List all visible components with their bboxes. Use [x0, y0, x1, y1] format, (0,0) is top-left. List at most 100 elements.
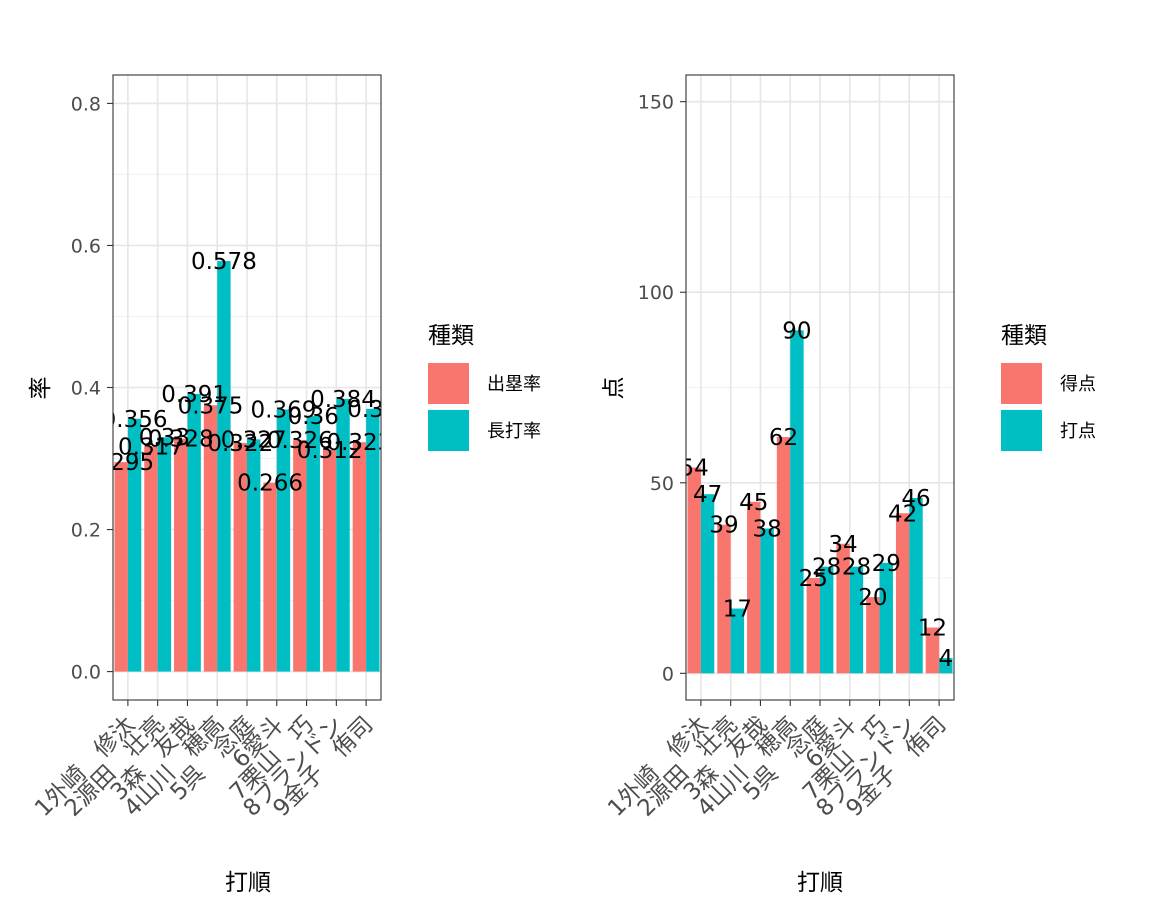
legend-label-打点: 打点	[1060, 421, 1096, 442]
y-tick-label: 0.8	[71, 93, 101, 115]
bar-打点-4	[790, 330, 804, 674]
y-tick-label: 100	[638, 282, 674, 304]
data-label-出塁率-5: 0.322	[207, 431, 273, 457]
bar-長打率-7	[306, 415, 320, 672]
bar-得点-3	[747, 501, 761, 674]
bar-出塁率-3	[174, 438, 188, 672]
legend-label-得点: 得点	[1060, 374, 1096, 395]
y-tick-label: 0.4	[71, 378, 101, 400]
bar-得点-9	[925, 627, 940, 674]
bar-得点-4	[776, 437, 791, 674]
bar-打点-7	[879, 562, 893, 674]
data-label-打点-3: 38	[753, 517, 782, 543]
legend-label-長打率: 長打率	[487, 421, 541, 442]
y-tick-label: 150	[638, 92, 674, 114]
bar-出塁率-9	[352, 442, 367, 672]
y-axis-title: 率	[28, 377, 54, 400]
bar-長打率-8	[336, 398, 350, 672]
data-label-得点-1: 54	[680, 456, 709, 482]
y-axis: 0 50 100 150	[638, 92, 686, 685]
bar-長打率-1	[127, 418, 142, 672]
bars	[114, 261, 380, 672]
bar-長打率-5	[247, 439, 261, 672]
legend-title: 種類	[1001, 323, 1047, 349]
data-label-出塁率-8: 0.312	[297, 438, 363, 464]
data-label-得点-5: 25	[799, 566, 828, 592]
bar-打点-6	[849, 566, 864, 674]
data-label-長打率-6: 0.369	[251, 398, 317, 424]
data-label-打点-6: 28	[842, 555, 871, 581]
data-label-出塁率-3: 0.328	[148, 427, 214, 453]
bars	[687, 330, 953, 674]
bar-出塁率-5	[233, 442, 247, 672]
bar-打点-3	[760, 528, 774, 674]
y-tick-label: 0	[662, 663, 674, 685]
data-label-長打率-8: 0.384	[310, 387, 376, 413]
x-axis-title: 打順	[797, 870, 843, 896]
data-label-出塁率-2: 0.317	[118, 434, 184, 460]
data-label-得点-8: 42	[888, 501, 917, 527]
data-label-打点-8: 46	[901, 486, 930, 512]
legend-label-出塁率: 出塁率	[487, 374, 541, 395]
bar-長打率-6	[276, 409, 291, 672]
bar-得点-2	[717, 524, 731, 674]
data-label-打点-9: 4	[938, 646, 953, 672]
legend: 種類 得点 打点	[1001, 323, 1096, 451]
data-label-打点-4: 90	[782, 318, 811, 344]
bar-得点-6	[836, 543, 850, 674]
data-label-得点-2: 39	[709, 513, 738, 539]
bar-長打率-9	[366, 408, 380, 672]
bar-長打率-2	[157, 437, 172, 672]
bar-打点-9	[939, 658, 953, 674]
bar-出塁率-1	[114, 462, 128, 672]
bar-出塁率-7	[293, 440, 307, 672]
bar-打点-2	[730, 608, 745, 674]
data-label-得点-7: 20	[858, 585, 887, 611]
legend-key-出塁率	[428, 363, 469, 404]
data-label-出塁率-7: 0.326	[267, 428, 333, 454]
y-tick-label: 0.6	[71, 235, 101, 257]
bar-打点-5	[820, 566, 834, 674]
data-label-打点-1: 47	[693, 482, 722, 508]
data-label-得点-4: 62	[769, 425, 798, 451]
y-tick-label: 50	[650, 473, 674, 495]
data-label-長打率-9: 0.37	[347, 397, 398, 423]
data-label-出塁率-4: 0.375	[178, 393, 244, 419]
bar-打点-1	[700, 494, 715, 674]
legend-key-得点	[1001, 363, 1042, 404]
data-label-長打率-3: 0.391	[161, 382, 227, 408]
bar-長打率-4	[217, 261, 231, 672]
legend: 種類 出塁率 長打率	[428, 323, 541, 451]
bar-得点-1	[687, 467, 701, 674]
bar-得点-5	[806, 578, 820, 674]
bar-打点-8	[909, 498, 923, 674]
data-label-得点-3: 45	[739, 490, 768, 516]
x-axis-title: 打順	[225, 870, 271, 896]
y-tick-label: 0.2	[71, 520, 101, 542]
bar-得点-8	[895, 513, 910, 674]
data-label-打点-7: 29	[872, 551, 901, 577]
data-label-出塁率-9: 0.323	[326, 430, 392, 456]
data-label-打点-2: 17	[723, 597, 752, 623]
data-label-長打率-7: 0.36	[288, 404, 339, 430]
data-label-長打率-1: 0.356	[102, 407, 168, 433]
data-label-長打率-5: 0.327	[221, 427, 287, 453]
bar-得点-7	[866, 597, 880, 674]
data-label-得点-9: 12	[918, 616, 947, 642]
bar-出塁率-2	[144, 446, 158, 672]
data-label-長打率-2: 0.33	[139, 425, 190, 451]
bar-出塁率-6	[263, 482, 277, 672]
data-label-出塁率-6: 0.266	[237, 471, 303, 497]
y-axis: 0.0 0.2 0.4 0.6 0.8	[71, 93, 113, 684]
y-tick-label: 0.0	[71, 662, 101, 684]
legend-key-長打率	[428, 410, 469, 451]
data-label-長打率-4: 0.578	[191, 249, 257, 275]
data-label-打点-5: 28	[812, 555, 841, 581]
bar-出塁率-4	[203, 405, 218, 672]
y-axis-title: 点	[601, 377, 627, 400]
bar-長打率-3	[187, 393, 201, 672]
